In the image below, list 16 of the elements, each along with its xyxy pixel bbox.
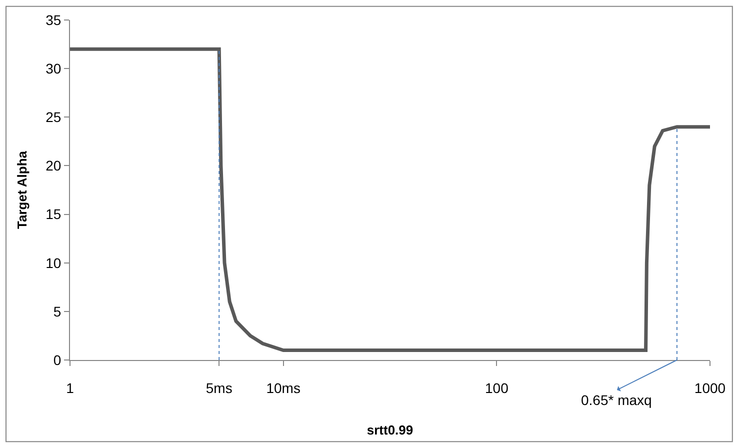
y-axis-title: Target Alpha bbox=[14, 150, 30, 230]
y-tick-label: 15 bbox=[46, 206, 62, 222]
y-tick-label: 10 bbox=[46, 254, 62, 271]
x-tick-label: 1 bbox=[66, 380, 74, 396]
x-tick-label: 1000 bbox=[694, 380, 726, 396]
y-tick-label: 20 bbox=[46, 158, 62, 174]
y-tick-label: 35 bbox=[46, 12, 62, 28]
annotation: 0.65* maxq bbox=[581, 392, 652, 408]
x-tick-label: 5ms bbox=[206, 380, 232, 396]
y-tick-label: 5 bbox=[53, 303, 62, 320]
x-tick-label: 10ms bbox=[266, 380, 300, 396]
y-tick-label: 30 bbox=[46, 60, 62, 76]
y-tick-label: 25 bbox=[46, 109, 62, 126]
x-tick-label: 100 bbox=[484, 380, 509, 396]
y-tick-label: 0 bbox=[53, 352, 62, 368]
x-axis-title: srtt0.99 bbox=[366, 422, 414, 438]
